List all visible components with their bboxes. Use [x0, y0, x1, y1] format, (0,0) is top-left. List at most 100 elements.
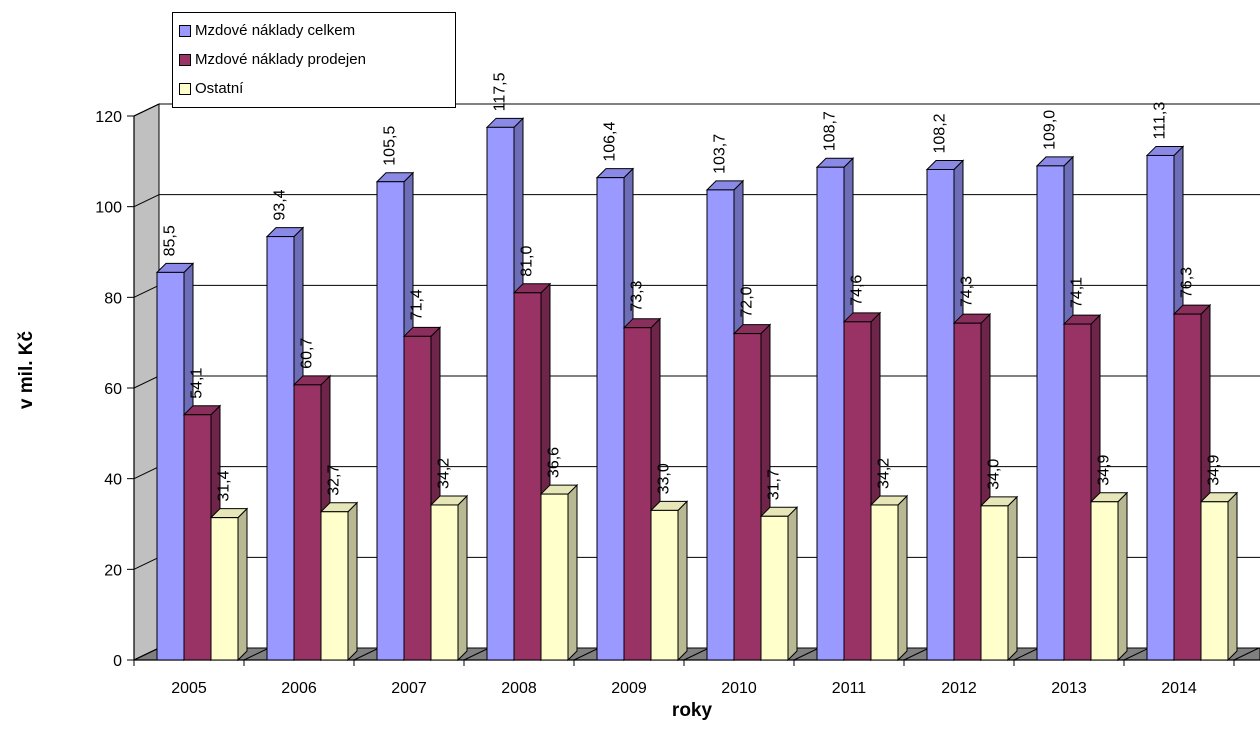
bar-series-2-2012	[953, 322, 982, 661]
data-label-series-3-2009: 33,0	[656, 463, 673, 494]
bar-series-3-2008	[540, 493, 569, 661]
category-label-2008: 2008	[501, 680, 537, 697]
bar-side-series-3-2007	[457, 494, 468, 662]
data-label-series-2-2011: 74,6	[849, 275, 866, 306]
data-label-series-2-2013: 74,1	[1069, 277, 1086, 308]
bar-series-3-2009	[650, 509, 679, 661]
bar-series-2-2009	[623, 327, 652, 661]
legend-label-ostatni: Ostatní	[195, 80, 244, 97]
bar-side-series-3-2014	[1227, 491, 1238, 662]
data-label-series-2-2007: 71,4	[409, 289, 426, 320]
gridline-side-60	[133, 375, 160, 389]
legend-item-ostatni: Ostatní	[179, 74, 449, 103]
data-label-series-2-2006: 60,7	[299, 338, 316, 369]
y-tick-label-80: 80	[104, 290, 122, 307]
bar-series-2-2008	[513, 292, 542, 661]
gridline-side-100	[133, 194, 160, 208]
data-label-series-1-2011: 108,7	[822, 111, 839, 151]
data-label-series-3-2014: 34,9	[1206, 455, 1223, 486]
bar-series-2-2007	[403, 335, 432, 661]
bar-side-series-3-2006	[347, 501, 358, 662]
legend: Mzdové náklady celkem Mzdové náklady pro…	[172, 12, 456, 108]
legend-swatch-prodejen	[179, 53, 191, 66]
y-axis-title: v mil. Kč	[16, 330, 37, 410]
y-tick-label-20: 20	[104, 562, 122, 579]
floor-line-7	[903, 647, 930, 661]
bar-side-series-3-2008	[567, 483, 578, 662]
data-label-series-1-2005: 85,5	[162, 225, 179, 256]
floor-line-1	[243, 647, 270, 661]
x-axis-title: roky	[671, 700, 713, 721]
bar-series-3-2014	[1200, 501, 1229, 661]
gridline-side-80	[133, 284, 160, 298]
category-label-2012: 2012	[941, 680, 977, 697]
y-tick-label-120: 120	[95, 109, 122, 126]
y-tick-label-0: 0	[113, 653, 122, 670]
floor-line-4	[573, 647, 600, 661]
data-label-series-3-2007: 34,2	[436, 458, 453, 489]
floor-line-0	[133, 647, 160, 661]
bar-series-1-2009	[596, 177, 625, 661]
data-label-series-1-2014: 111,3	[1152, 102, 1169, 140]
data-label-series-1-2008: 117,5	[492, 72, 509, 111]
bar-series-3-2011	[870, 504, 899, 661]
bar-series-2-2010	[733, 333, 762, 661]
data-label-series-1-2009: 106,4	[602, 122, 619, 162]
gridline-side-20	[133, 556, 160, 570]
bar-series-3-2005	[210, 517, 239, 661]
bar-series-3-2007	[430, 504, 459, 661]
category-label-2005: 2005	[171, 680, 207, 697]
y-tick-label-100: 100	[95, 200, 122, 217]
data-label-series-2-2010: 72,0	[739, 286, 756, 317]
floor-line-9	[1123, 647, 1150, 661]
bar-series-2-2006	[293, 384, 322, 661]
legend-item-prodejen: Mzdové náklady prodejen	[179, 45, 449, 74]
data-label-series-2-2005: 54,1	[189, 368, 206, 399]
bar-series-1-2011	[816, 166, 845, 661]
y-tick-label-40: 40	[104, 472, 122, 489]
bar-series-2-2013	[1063, 323, 1092, 661]
bar-series-1-2006	[266, 236, 295, 661]
data-label-series-1-2010: 103,7	[712, 134, 729, 174]
gridline-side-40	[133, 466, 160, 480]
data-label-series-3-2010: 31,7	[766, 469, 783, 500]
bar-series-1-2007	[376, 181, 405, 661]
data-label-series-2-2008: 81,0	[519, 246, 536, 277]
legend-swatch-ostatni	[179, 82, 191, 95]
legend-item-celkem: Mzdové náklady celkem	[179, 16, 449, 45]
bar-side-series-3-2011	[897, 494, 908, 662]
category-label-2011: 2011	[832, 680, 867, 697]
bar-series-3-2013	[1090, 501, 1119, 661]
data-label-series-3-2012: 34,0	[986, 459, 1003, 490]
bar-side-series-3-2005	[237, 507, 248, 662]
gridline-side-120	[133, 103, 160, 117]
bar-series-1-2010	[706, 189, 735, 661]
bar-series-1-2012	[926, 168, 955, 661]
bar-series-3-2006	[320, 511, 349, 661]
category-label-2010: 2010	[721, 680, 757, 697]
bar-side-series-3-2010	[787, 506, 798, 662]
category-label-2014: 2014	[1161, 680, 1197, 697]
data-label-series-3-2013: 34,9	[1096, 455, 1113, 486]
bar-series-2-2014	[1173, 313, 1202, 661]
legend-swatch-celkem	[179, 24, 191, 37]
category-label-2007: 2007	[391, 680, 427, 697]
data-label-series-3-2006: 32,7	[326, 465, 343, 496]
bar-series-2-2005	[183, 414, 212, 661]
floor-line-5	[683, 647, 710, 661]
bar-series-1-2013	[1036, 165, 1065, 661]
bar-series-1-2005	[156, 271, 185, 661]
bar-side-series-3-2013	[1117, 491, 1128, 662]
data-label-series-1-2007: 105,5	[382, 126, 399, 166]
data-label-series-2-2009: 73,3	[629, 280, 646, 311]
data-label-series-2-2014: 76,3	[1179, 267, 1196, 298]
data-label-series-3-2005: 31,4	[216, 470, 233, 501]
bar-series-3-2010	[760, 515, 789, 661]
category-label-2006: 2006	[281, 680, 317, 697]
data-label-series-2-2012: 74,3	[959, 276, 976, 307]
category-label-2013: 2013	[1051, 680, 1087, 697]
data-label-series-3-2008: 36,6	[546, 447, 563, 478]
floor-line-6	[793, 647, 820, 661]
legend-label-celkem: Mzdové náklady celkem	[195, 22, 356, 39]
